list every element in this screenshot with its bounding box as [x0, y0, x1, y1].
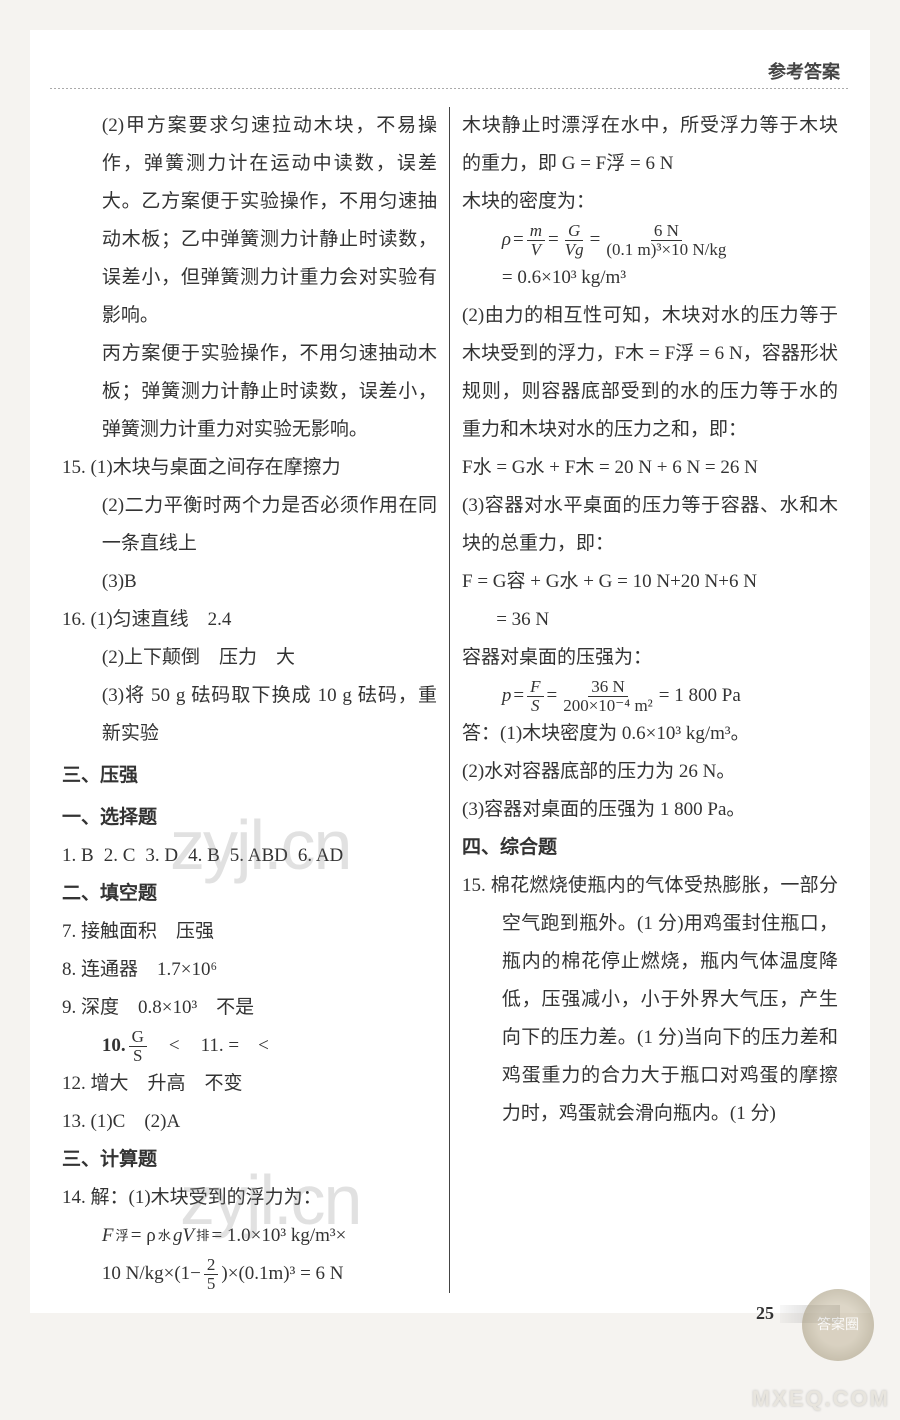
frac-rho-val: 6 N (0.1 m)³×10 N/kg — [603, 222, 729, 259]
q15-3: (3)B — [62, 563, 437, 601]
corner-logo-circle: 答案圈 — [802, 1289, 874, 1361]
two-column-layout: (2)甲方案要求匀速拉动木块，不易操作，弹簧测力计在运动中读数，误差大。乙方案便… — [50, 107, 850, 1293]
q11: 11. = < — [201, 1027, 269, 1065]
header-divider — [50, 88, 850, 89]
frac-2-5: 25 — [204, 1256, 219, 1293]
r4: F水 = G水 + F木 = 20 N + 6 N = 26 N — [462, 449, 838, 487]
q10-label: 10. — [102, 1027, 126, 1065]
q8: 8. 连通器 1.7×10⁶ — [62, 951, 437, 989]
q14-formula-2: 10 N/kg×(1− 25 )×(0.1m)³ = 6 N — [62, 1255, 437, 1293]
q16-3: (3)将 50 g 砝码取下换成 10 g 砝码，重新实验 — [62, 677, 437, 753]
page-header: 参考答案 — [50, 30, 850, 88]
p-res: = 1 800 Pa — [659, 677, 741, 715]
q9: 9. 深度 0.8×10³ 不是 — [62, 989, 437, 1027]
r3: (2)由力的相互性可知，木块对水的压力等于木块受到的浮力，F木 = F浮 = 6… — [462, 297, 838, 449]
r6: F = G容 + G水 + G = 10 N+20 N+6 N — [462, 563, 838, 601]
r9: (2)水对容器底部的压力为 26 N。 — [462, 753, 838, 791]
corner-logo: 答案圈 — [788, 1282, 888, 1368]
q14-f2b: )×(0.1m)³ = 6 N — [221, 1255, 343, 1293]
q7: 7. 接触面积 压强 — [62, 913, 437, 951]
q16-2: (2)上下颠倒 压力 大 — [62, 639, 437, 677]
q13: 13. (1)C (2)A — [62, 1103, 437, 1141]
q14-f2a: 10 N/kg×(1− — [102, 1255, 201, 1293]
r8: 答：(1)木块密度为 0.6×10³ kg/m³。 — [462, 715, 838, 753]
left-column: (2)甲方案要求匀速拉动木块，不易操作，弹簧测力计在运动中读数，误差大。乙方案便… — [50, 107, 450, 1293]
para-method-2: (2)甲方案要求匀速拉动木块，不易操作，弹簧测力计在运动中读数，误差大。乙方案便… — [62, 107, 437, 335]
q12: 12. 增大 升高 不变 — [62, 1065, 437, 1103]
q15-right: 15. 棉花燃烧使瓶内的气体受热膨胀，一部分空气跑到瓶外。(1 分)用鸡蛋封住瓶… — [462, 867, 838, 1133]
q10: 10. GS < 11. = < — [62, 1027, 437, 1065]
q14-head: 14. 解：(1)木块受到的浮力为： — [62, 1179, 437, 1217]
sym-eq2: = 1.0×10³ kg/m³× — [211, 1217, 346, 1255]
sym-eq1: = ρ — [131, 1217, 156, 1255]
rho-formula: ρ = mV = GVg = 6 N (0.1 m)³×10 N/kg — [462, 221, 838, 259]
right-column: 木块静止时漂浮在水中，所受浮力等于木块的重力，即 G = F浮 = 6 N 木块… — [450, 107, 850, 1293]
r5: (3)容器对水平桌面的压力等于容器、水和木块的总重力，即： — [462, 487, 838, 563]
r7: 容器对桌面的压强为： — [462, 639, 838, 677]
q14-formula-1: F浮 = ρ水 gV排 = 1.0×10³ kg/m³× — [62, 1217, 437, 1255]
frac-m-V: mV — [527, 222, 545, 259]
r2: 木块的密度为： — [462, 183, 838, 221]
r10: (3)容器对桌面的压强为 1 800 Pa。 — [462, 791, 838, 829]
choice-answers: 1. B 2. C 3. D 4. B 5. ABD 6. AD — [62, 837, 437, 875]
q10-after: < — [150, 1027, 199, 1065]
p-formula: p = FS = 36 N 200×10⁻⁴ m² = 1 800 Pa — [462, 677, 838, 715]
q10-fraction: GS — [129, 1028, 147, 1065]
ans-5: 5. ABD — [230, 837, 288, 875]
q15-1: 15. (1)木块与桌面之间存在摩擦力 — [62, 449, 437, 487]
frac-F-S: FS — [527, 678, 543, 715]
rho-result: = 0.6×10³ kg/m³ — [462, 259, 838, 297]
subheading-fill: 二、填空题 — [62, 875, 437, 913]
r1: 木块静止时漂浮在水中，所受浮力等于木块的重力，即 G = F浮 = 6 N — [462, 107, 838, 183]
ans-1: 1. B — [62, 837, 94, 875]
page-number: 25 — [756, 1303, 780, 1324]
section-3-title: 三、压强 — [62, 757, 437, 795]
r6b: = 36 N — [462, 601, 838, 639]
sym-gV: gV — [173, 1217, 194, 1255]
sym-F: F — [102, 1217, 114, 1255]
ans-4: 4. B — [188, 837, 220, 875]
ans-6: 6. AD — [298, 837, 343, 875]
subheading-choice: 一、选择题 — [62, 799, 437, 837]
frac-G-Vg: GVg — [562, 222, 587, 259]
section-4-title: 四、综合题 — [462, 829, 838, 867]
ans-3: 3. D — [145, 837, 178, 875]
q15-2: (2)二力平衡时两个力是否必须作用在同一条直线上 — [62, 487, 437, 563]
frac-p-val: 36 N 200×10⁻⁴ m² — [560, 678, 656, 715]
ans-2: 2. C — [104, 837, 136, 875]
subheading-calc: 三、计算题 — [62, 1141, 437, 1179]
para-method-3: 丙方案便于实验操作，不用匀速抽动木板；弹簧测力计静止时读数，误差小，弹簧测力计重… — [62, 335, 437, 449]
q16-1: 16. (1)匀速直线 2.4 — [62, 601, 437, 639]
